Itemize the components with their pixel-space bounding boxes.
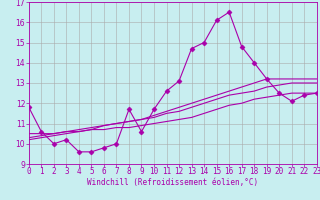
X-axis label: Windchill (Refroidissement éolien,°C): Windchill (Refroidissement éolien,°C) xyxy=(87,178,258,187)
